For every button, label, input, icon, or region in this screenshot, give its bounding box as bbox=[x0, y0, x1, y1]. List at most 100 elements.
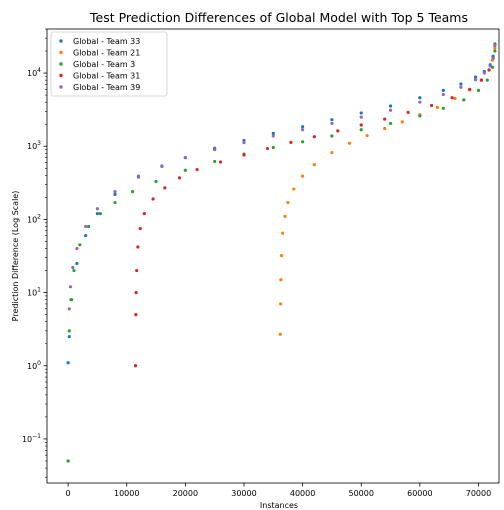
data-point bbox=[388, 108, 393, 112]
data-point bbox=[242, 141, 246, 145]
series-0 bbox=[66, 42, 497, 365]
data-point bbox=[281, 231, 285, 235]
data-point bbox=[359, 115, 363, 119]
legend-box bbox=[50, 31, 168, 97]
data-point bbox=[177, 176, 182, 180]
data-point bbox=[133, 364, 138, 368]
data-point bbox=[359, 111, 363, 115]
legend-marker bbox=[59, 50, 63, 55]
data-point bbox=[482, 71, 486, 75]
data-point bbox=[435, 105, 440, 109]
data-point bbox=[279, 278, 283, 282]
data-point bbox=[488, 64, 492, 68]
y-axis-label: Prediction Difference (Log Scale) bbox=[11, 191, 20, 322]
data-point bbox=[242, 138, 246, 143]
data-point bbox=[441, 106, 445, 110]
data-point bbox=[301, 128, 305, 132]
data-point bbox=[493, 43, 497, 47]
y-axis: 10−1 100 101 102 103 104 bbox=[22, 28, 47, 478]
legend-marker bbox=[59, 85, 63, 89]
data-point bbox=[336, 129, 340, 133]
data-point bbox=[134, 290, 138, 295]
data-point bbox=[67, 307, 71, 311]
data-point bbox=[491, 56, 495, 60]
data-point bbox=[279, 302, 283, 306]
data-point bbox=[71, 265, 75, 270]
data-point bbox=[113, 189, 117, 194]
data-point bbox=[383, 126, 387, 131]
legend: Global - Team 33 Global - Team 21 Global -… bbox=[50, 31, 168, 97]
data-point bbox=[359, 128, 363, 132]
x-tick-label: 70000 bbox=[466, 489, 491, 498]
data-point bbox=[479, 78, 484, 82]
data-point bbox=[400, 120, 404, 124]
data-point bbox=[473, 75, 478, 79]
data-point bbox=[213, 147, 217, 152]
data-point bbox=[453, 96, 457, 101]
data-point bbox=[365, 133, 369, 138]
data-point bbox=[75, 261, 79, 266]
data-point bbox=[485, 78, 489, 82]
data-point bbox=[441, 92, 445, 97]
x-axis-label: Instances bbox=[260, 501, 298, 510]
data-point bbox=[113, 200, 117, 205]
legend-marker bbox=[59, 62, 63, 66]
data-point bbox=[136, 174, 141, 178]
data-point bbox=[292, 187, 296, 191]
data-point bbox=[301, 174, 305, 178]
data-point bbox=[66, 361, 70, 365]
data-point bbox=[286, 200, 290, 205]
x-tick-label: 40000 bbox=[290, 489, 315, 498]
data-point bbox=[429, 103, 434, 108]
data-point bbox=[330, 118, 334, 122]
data-point bbox=[476, 88, 481, 92]
series-4 bbox=[67, 43, 497, 311]
data-point bbox=[95, 212, 100, 216]
data-point bbox=[242, 153, 246, 157]
x-tick-label: 0 bbox=[66, 489, 71, 498]
x-tick-label: 60000 bbox=[407, 489, 432, 498]
data-point bbox=[142, 212, 146, 216]
data-point bbox=[278, 332, 282, 336]
data-point bbox=[66, 459, 70, 463]
plot-frame bbox=[46, 28, 500, 484]
data-point bbox=[347, 141, 352, 145]
x-tick-label: 30000 bbox=[231, 489, 256, 498]
data-point bbox=[138, 226, 142, 231]
data-point bbox=[418, 96, 422, 100]
data-point bbox=[418, 100, 422, 104]
data-point bbox=[67, 329, 71, 333]
data-point bbox=[450, 96, 454, 100]
data-point bbox=[78, 243, 82, 247]
data-point bbox=[163, 186, 167, 190]
legend-label: Global - Team 3 bbox=[73, 60, 135, 69]
data-point bbox=[330, 121, 334, 126]
y-tick-label: 103 bbox=[27, 140, 41, 151]
data-point bbox=[271, 145, 275, 150]
data-point bbox=[418, 114, 422, 118]
data-point bbox=[283, 214, 287, 218]
data-point bbox=[160, 164, 164, 168]
data-point bbox=[493, 49, 497, 53]
legend-label: Global - Team 31 bbox=[73, 72, 140, 81]
data-point bbox=[69, 298, 73, 302]
data-point bbox=[473, 78, 478, 82]
data-point bbox=[136, 245, 140, 249]
data-point bbox=[95, 207, 100, 211]
chart-title: Test Prediction Differences of Global Mo… bbox=[89, 10, 468, 25]
data-point bbox=[87, 224, 91, 229]
data-point bbox=[459, 82, 463, 86]
data-point bbox=[459, 85, 463, 89]
data-point bbox=[301, 140, 305, 144]
data-point bbox=[388, 104, 393, 108]
data-point bbox=[330, 134, 334, 138]
data-point bbox=[84, 234, 88, 238]
y-tick-label: 101 bbox=[27, 287, 41, 298]
data-point bbox=[84, 224, 88, 229]
data-point bbox=[271, 131, 275, 135]
legend-marker bbox=[59, 39, 63, 43]
data-point bbox=[289, 140, 293, 144]
data-point bbox=[213, 159, 217, 164]
data-point bbox=[265, 146, 270, 151]
y-tick-label: 100 bbox=[27, 360, 41, 371]
